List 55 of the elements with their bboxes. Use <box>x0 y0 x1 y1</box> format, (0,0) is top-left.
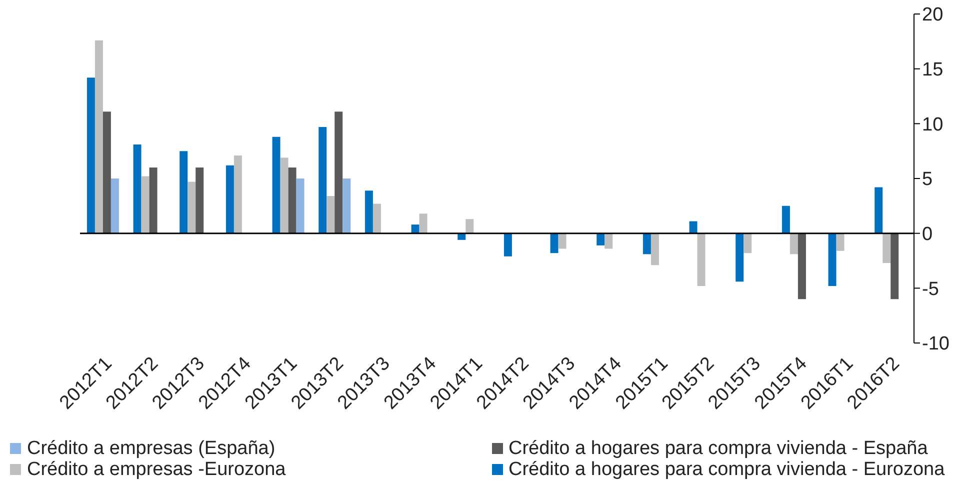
bar <box>558 233 566 249</box>
bar <box>133 144 142 234</box>
legend-label: Crédito a empresas (España) <box>27 438 276 460</box>
y-tick-label: 15 <box>922 60 944 81</box>
bar <box>550 233 558 254</box>
bar <box>790 233 798 254</box>
bar <box>234 155 242 234</box>
bar <box>141 176 150 234</box>
bar <box>736 233 744 282</box>
bar <box>689 221 698 234</box>
bar <box>334 112 343 234</box>
y-tick-label: 10 <box>922 114 944 136</box>
y-tick-label: 20 <box>922 4 944 26</box>
bar <box>782 206 790 234</box>
bar <box>372 204 381 234</box>
bar <box>318 126 327 234</box>
legend-label: Crédito a hogares para compra vivienda - Eurozona <box>508 458 945 480</box>
bar <box>798 233 806 300</box>
bar <box>149 168 158 234</box>
bar <box>419 214 428 234</box>
bar <box>874 187 883 234</box>
bar <box>890 233 899 300</box>
bar <box>466 219 474 234</box>
bar <box>226 165 234 234</box>
bar <box>180 151 188 234</box>
legend-label: Crédito a hogares para compra vivienda - España <box>508 438 928 460</box>
bar <box>296 178 304 234</box>
bar <box>280 158 288 234</box>
bar <box>364 190 373 234</box>
y-tick-label: -5 <box>922 278 939 300</box>
bar <box>458 233 466 240</box>
bar <box>326 196 335 234</box>
bar <box>102 112 111 234</box>
bar <box>196 168 204 234</box>
bar <box>642 233 651 254</box>
bar <box>650 233 659 266</box>
bar <box>697 233 706 286</box>
bar <box>288 168 296 234</box>
legend-label: Crédito a empresas -Eurozona <box>27 458 286 480</box>
bar <box>836 233 844 251</box>
bar <box>342 178 351 234</box>
y-tick-label: 5 <box>922 169 933 190</box>
bar <box>882 233 891 263</box>
bar <box>110 178 119 234</box>
y-tick-label: 0 <box>922 224 933 246</box>
bar <box>188 182 196 234</box>
bar <box>596 233 605 246</box>
bar <box>86 78 95 234</box>
y-tick-label: -10 <box>922 334 950 355</box>
bar <box>828 233 836 286</box>
bar <box>604 233 613 249</box>
bar <box>744 233 752 254</box>
bar <box>94 40 103 234</box>
bar <box>504 233 512 256</box>
bar <box>272 136 280 234</box>
